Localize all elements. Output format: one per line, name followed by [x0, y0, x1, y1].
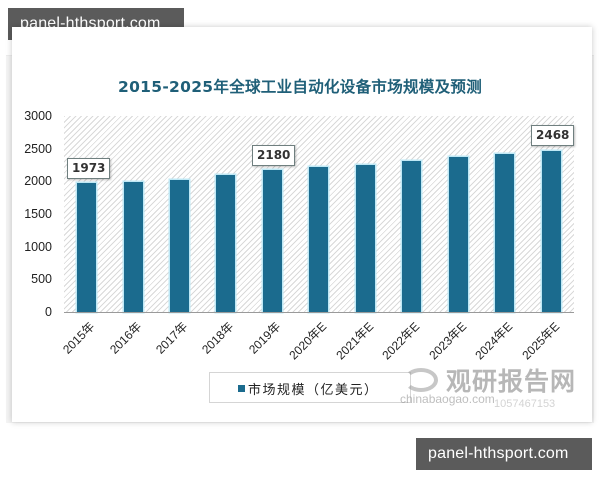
logo-sub: 10574671​53	[494, 398, 556, 410]
y-tick-label: 1500	[24, 207, 52, 221]
bar-2017	[170, 180, 189, 312]
swirl-logo-icon	[404, 368, 438, 392]
logo-name: 观研报告网	[446, 367, 577, 396]
watermark-tag-bottom: panel-hthsport.com	[416, 438, 592, 470]
data-label-2025: 2468	[531, 125, 575, 146]
bar-2016	[124, 182, 143, 312]
bar-2024	[495, 154, 514, 312]
bar-2015	[77, 183, 96, 312]
data-label-2015: 1973	[67, 158, 111, 179]
data-label-2019: 2180	[252, 145, 296, 166]
y-tick-label: 500	[31, 272, 52, 286]
bar-2025	[542, 151, 561, 312]
y-tick-label: 0	[45, 305, 52, 319]
y-tick-label: 2000	[24, 174, 52, 188]
chart-legend: 市场规模（亿美元）	[209, 372, 411, 403]
source-logo: 观研报告网 chinabaogao.com 10574671​53	[398, 362, 598, 412]
x-axis-line	[64, 312, 574, 313]
y-tick-label: 1000	[24, 240, 52, 254]
logo-url: chinabaogao.com	[400, 392, 495, 406]
bar-2022	[402, 161, 421, 312]
bar-2018	[216, 175, 235, 312]
legend-swatch-icon	[238, 385, 245, 392]
chart-title: 2015-2025年全球工业自动化设备市场规模及预测	[117, 78, 482, 96]
bar-2020	[309, 167, 328, 312]
bar-2021	[356, 165, 375, 312]
y-tick-label: 2500	[24, 142, 52, 156]
bar-2019	[263, 170, 282, 312]
y-tick-label: 3000	[24, 109, 52, 123]
legend-label: 市场规模（亿美元）	[248, 383, 379, 398]
bar-2023	[449, 157, 468, 312]
